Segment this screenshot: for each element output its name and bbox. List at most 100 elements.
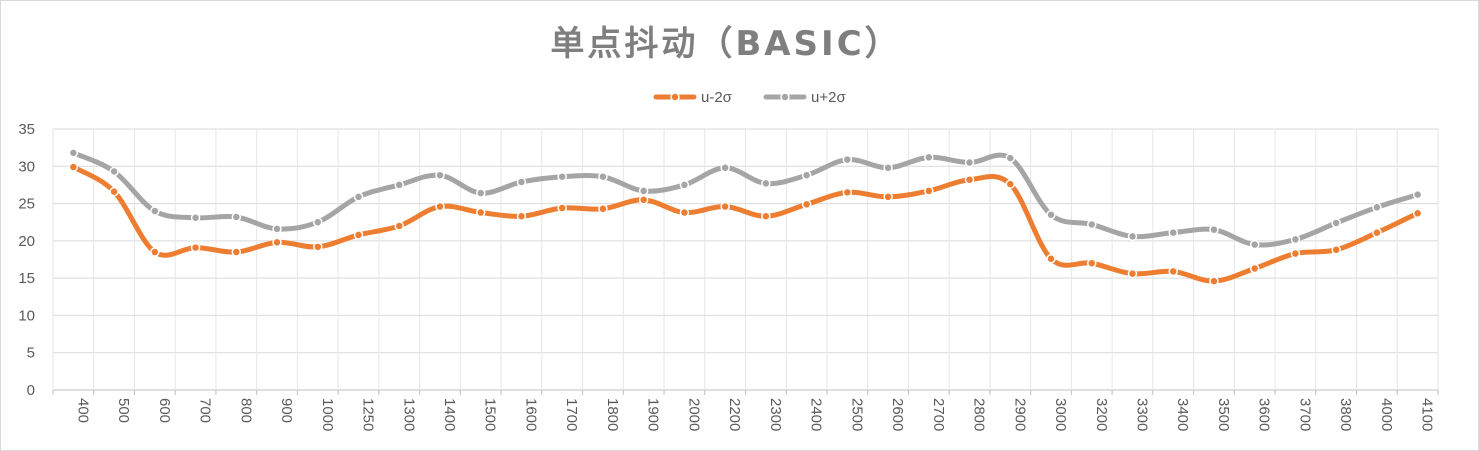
x-tick-label: 2600 bbox=[889, 398, 906, 431]
data-point bbox=[394, 221, 404, 231]
data-point bbox=[109, 186, 119, 197]
x-tick-label: 1500 bbox=[482, 398, 499, 431]
series-u-plus-2sigma bbox=[68, 148, 1423, 250]
data-point bbox=[1290, 248, 1301, 259]
data-point bbox=[231, 247, 242, 257]
x-tick-label: 2800 bbox=[971, 398, 988, 431]
legend-marker bbox=[670, 92, 680, 102]
data-point bbox=[394, 180, 404, 190]
data-point bbox=[313, 242, 323, 252]
data-point bbox=[435, 170, 445, 180]
data-point bbox=[557, 171, 567, 182]
data-point bbox=[801, 170, 812, 180]
x-tick-label: 3800 bbox=[1337, 398, 1354, 431]
data-point bbox=[924, 186, 934, 196]
data-point bbox=[1005, 153, 1016, 163]
legend-label: u-2σ bbox=[701, 89, 733, 106]
data-point bbox=[150, 206, 160, 216]
data-point bbox=[1209, 224, 1219, 235]
data-point bbox=[1249, 263, 1260, 274]
x-tick-label: 400 bbox=[74, 398, 91, 423]
data-point bbox=[516, 177, 527, 187]
x-tick-label: 3600 bbox=[1256, 398, 1273, 431]
data-point bbox=[68, 148, 79, 158]
data-point bbox=[761, 211, 771, 221]
x-tick-label: 500 bbox=[115, 398, 132, 423]
data-point bbox=[1412, 189, 1423, 200]
data-point bbox=[353, 230, 364, 240]
data-point bbox=[679, 207, 690, 218]
data-point bbox=[883, 192, 893, 202]
x-tick-label: 3400 bbox=[1174, 398, 1191, 431]
x-tick-label: 700 bbox=[197, 398, 214, 423]
y-tick-label: 30 bbox=[18, 158, 35, 175]
series-u-minus-2sigma bbox=[68, 162, 1423, 286]
data-point bbox=[557, 203, 567, 213]
series-line bbox=[70, 150, 1421, 248]
x-tick-label: 4000 bbox=[1378, 398, 1395, 431]
data-point bbox=[964, 157, 975, 168]
gridlines bbox=[52, 128, 1439, 395]
data-point bbox=[924, 152, 934, 163]
x-tick-label: 1000 bbox=[319, 398, 336, 431]
x-tick-label: 1250 bbox=[360, 398, 377, 431]
data-point bbox=[1372, 202, 1382, 213]
x-axis: 400 500 600 700 800 900 1000 1250 1300 1400 1500 16… bbox=[74, 398, 1435, 431]
data-point bbox=[190, 242, 201, 253]
x-tick-label: 3700 bbox=[1296, 398, 1313, 431]
x-tick-label: 2200 bbox=[726, 398, 743, 431]
data-point bbox=[842, 154, 853, 165]
legend-item: u+2σ bbox=[763, 89, 846, 106]
x-tick-label: 2500 bbox=[848, 398, 865, 431]
data-point bbox=[801, 199, 812, 210]
data-point bbox=[1331, 218, 1341, 228]
x-tick-label: 2300 bbox=[767, 398, 784, 431]
data-point bbox=[1168, 227, 1178, 238]
data-point bbox=[150, 247, 160, 257]
data-point bbox=[598, 204, 608, 214]
data-point bbox=[1168, 266, 1178, 277]
legend-label: u+2σ bbox=[811, 89, 846, 106]
y-tick-label: 15 bbox=[18, 270, 35, 287]
data-point bbox=[1127, 231, 1138, 242]
data-point bbox=[1087, 219, 1097, 230]
data-point bbox=[842, 187, 853, 198]
data-point bbox=[272, 224, 282, 234]
data-point bbox=[1290, 234, 1301, 245]
data-point bbox=[883, 163, 893, 173]
x-tick-label: 900 bbox=[278, 398, 295, 423]
data-point bbox=[475, 188, 486, 198]
data-point bbox=[598, 171, 608, 182]
data-point bbox=[353, 192, 364, 202]
data-point bbox=[313, 217, 323, 227]
series-layer bbox=[68, 148, 1423, 286]
data-point bbox=[1412, 208, 1423, 219]
x-tick-label: 1800 bbox=[604, 398, 621, 431]
data-point bbox=[68, 162, 79, 172]
data-point bbox=[475, 207, 486, 218]
x-tick-label: 2900 bbox=[1011, 398, 1028, 431]
data-point bbox=[1209, 276, 1219, 286]
x-tick-label: 1900 bbox=[645, 398, 662, 431]
x-tick-label: 600 bbox=[156, 398, 173, 423]
data-point bbox=[679, 180, 690, 190]
data-point bbox=[109, 166, 119, 177]
data-point bbox=[638, 186, 649, 196]
y-tick-label: 25 bbox=[18, 196, 35, 213]
x-tick-label: 3000 bbox=[1052, 398, 1069, 431]
data-point bbox=[516, 211, 527, 221]
x-tick-label: 3200 bbox=[1093, 398, 1110, 431]
x-tick-label: 2000 bbox=[685, 398, 702, 431]
x-tick-label: 3300 bbox=[1133, 398, 1150, 431]
data-point bbox=[1046, 210, 1056, 220]
data-point bbox=[272, 237, 282, 248]
x-tick-label: 3500 bbox=[1215, 398, 1232, 431]
legend: u-2σ u+2σ bbox=[653, 89, 846, 106]
data-point bbox=[1249, 239, 1260, 250]
x-tick-label: 4100 bbox=[1419, 398, 1436, 431]
legend-item: u-2σ bbox=[653, 89, 733, 106]
data-point bbox=[190, 212, 201, 223]
data-point bbox=[964, 174, 975, 185]
data-point bbox=[1127, 268, 1138, 279]
